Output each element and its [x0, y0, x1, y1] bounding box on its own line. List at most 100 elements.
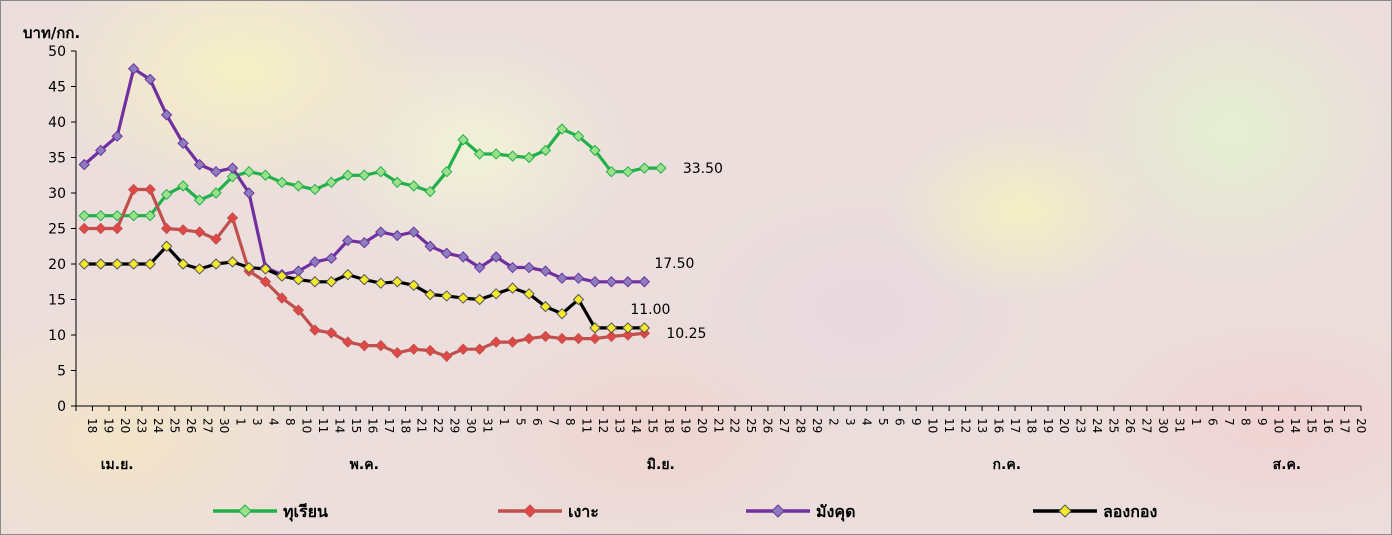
data-point	[440, 247, 453, 260]
x-tick-label: 24	[151, 418, 165, 433]
data-point	[127, 210, 140, 222]
data-point	[391, 176, 403, 189]
data-point	[210, 258, 222, 270]
data-point	[127, 63, 140, 75]
data-point	[539, 300, 552, 313]
legend-marker	[238, 504, 252, 518]
x-tick-label: 19	[678, 418, 692, 433]
data-point	[457, 251, 469, 263]
data-point	[127, 183, 140, 196]
x-tick-label: 1	[234, 418, 248, 426]
y-tick-label: 10	[48, 328, 66, 344]
data-point	[408, 226, 420, 238]
axes	[75, 51, 1361, 407]
x-tick-label: 11	[316, 418, 330, 433]
data-point	[622, 329, 634, 341]
legend-label: ทุเรียน	[283, 502, 328, 522]
data-point	[424, 185, 436, 198]
data-point	[638, 322, 651, 334]
legend-marker	[523, 504, 537, 518]
x-tick-label: 31	[481, 418, 495, 433]
x-tick-label: 20	[695, 418, 709, 433]
x-tick-label: 22	[431, 418, 445, 433]
x-tick-label: 14	[332, 418, 346, 433]
x-tick-label: 25	[1107, 418, 1121, 433]
data-point	[589, 322, 601, 334]
y-tick-label: 20	[48, 257, 66, 273]
x-tick-label: 27	[777, 418, 791, 433]
data-point	[589, 332, 601, 345]
x-tick-label: 6	[892, 418, 906, 426]
data-point	[506, 336, 519, 348]
x-tick-label: 26	[761, 418, 775, 433]
data-point	[655, 162, 667, 174]
data-point	[177, 137, 189, 150]
x-tick-label: 16	[365, 418, 379, 433]
data-point	[424, 344, 436, 357]
data-point	[506, 261, 519, 274]
x-tick-label: 11	[942, 418, 956, 433]
data-point	[111, 258, 123, 270]
data-point	[440, 350, 453, 363]
x-tick-label: 16	[1321, 418, 1335, 433]
x-tick-labels: 18 19 20 23 24 25 26 27 30 1 3 4 8 10 11 14 15 16 17 18 21 22…	[75, 406, 1368, 433]
data-point	[226, 256, 239, 268]
legend: ทุเรียน เงาะ มังคุด ลองกอง	[213, 502, 1157, 522]
data-point	[457, 134, 469, 146]
series-lines	[83, 67, 661, 358]
data-point	[95, 144, 107, 157]
month-label: พ.ค.	[350, 457, 379, 473]
x-tick-label: 23	[1074, 418, 1088, 433]
x-tick-label: 28	[794, 418, 808, 433]
data-point	[243, 165, 255, 178]
data-point	[473, 343, 486, 355]
data-point	[177, 258, 189, 270]
data-point	[276, 176, 288, 189]
data-point	[589, 276, 601, 288]
month-label: มิ.ย.	[647, 457, 675, 473]
x-tick-label: 18	[398, 418, 412, 433]
data-point	[177, 180, 189, 192]
data-point	[358, 339, 371, 352]
data-point	[358, 236, 371, 249]
data-point	[144, 210, 156, 222]
data-point	[325, 276, 338, 288]
legend-marker	[771, 504, 785, 518]
legend-label: มังคุด	[816, 502, 855, 522]
data-point	[78, 210, 90, 222]
data-point	[95, 210, 107, 222]
data-point	[523, 261, 535, 274]
data-point	[78, 158, 90, 171]
data-point	[605, 330, 618, 343]
data-point	[572, 332, 585, 345]
data-point	[605, 276, 618, 288]
data-point	[160, 109, 173, 121]
data-point	[276, 292, 288, 304]
data-point	[506, 150, 519, 162]
month-label: ส.ค.	[1273, 457, 1302, 473]
series-markers	[78, 63, 667, 363]
month-label: ก.ค.	[993, 457, 1021, 473]
x-tick-label: 12	[958, 418, 972, 433]
x-tick-label: 26	[184, 418, 198, 433]
data-point	[160, 188, 173, 201]
data-point	[78, 222, 90, 235]
data-point	[556, 123, 568, 135]
data-point	[193, 263, 206, 275]
data-point	[391, 347, 403, 359]
data-point	[325, 327, 338, 339]
data-point	[342, 169, 354, 181]
data-point	[375, 339, 387, 352]
data-point	[424, 240, 436, 252]
x-tick-label: 4	[266, 418, 280, 426]
y-axis-label: บาท/กก.	[23, 24, 80, 42]
data-point	[523, 332, 535, 345]
x-tick-label: 7	[547, 418, 561, 426]
x-tick-label: 18	[1024, 418, 1038, 433]
data-point	[539, 144, 552, 157]
x-tick-label: 5	[876, 418, 890, 426]
data-point	[111, 130, 123, 142]
x-tick-label: 3	[843, 418, 857, 426]
data-point	[160, 222, 173, 235]
x-tick-label: 13	[975, 418, 989, 433]
